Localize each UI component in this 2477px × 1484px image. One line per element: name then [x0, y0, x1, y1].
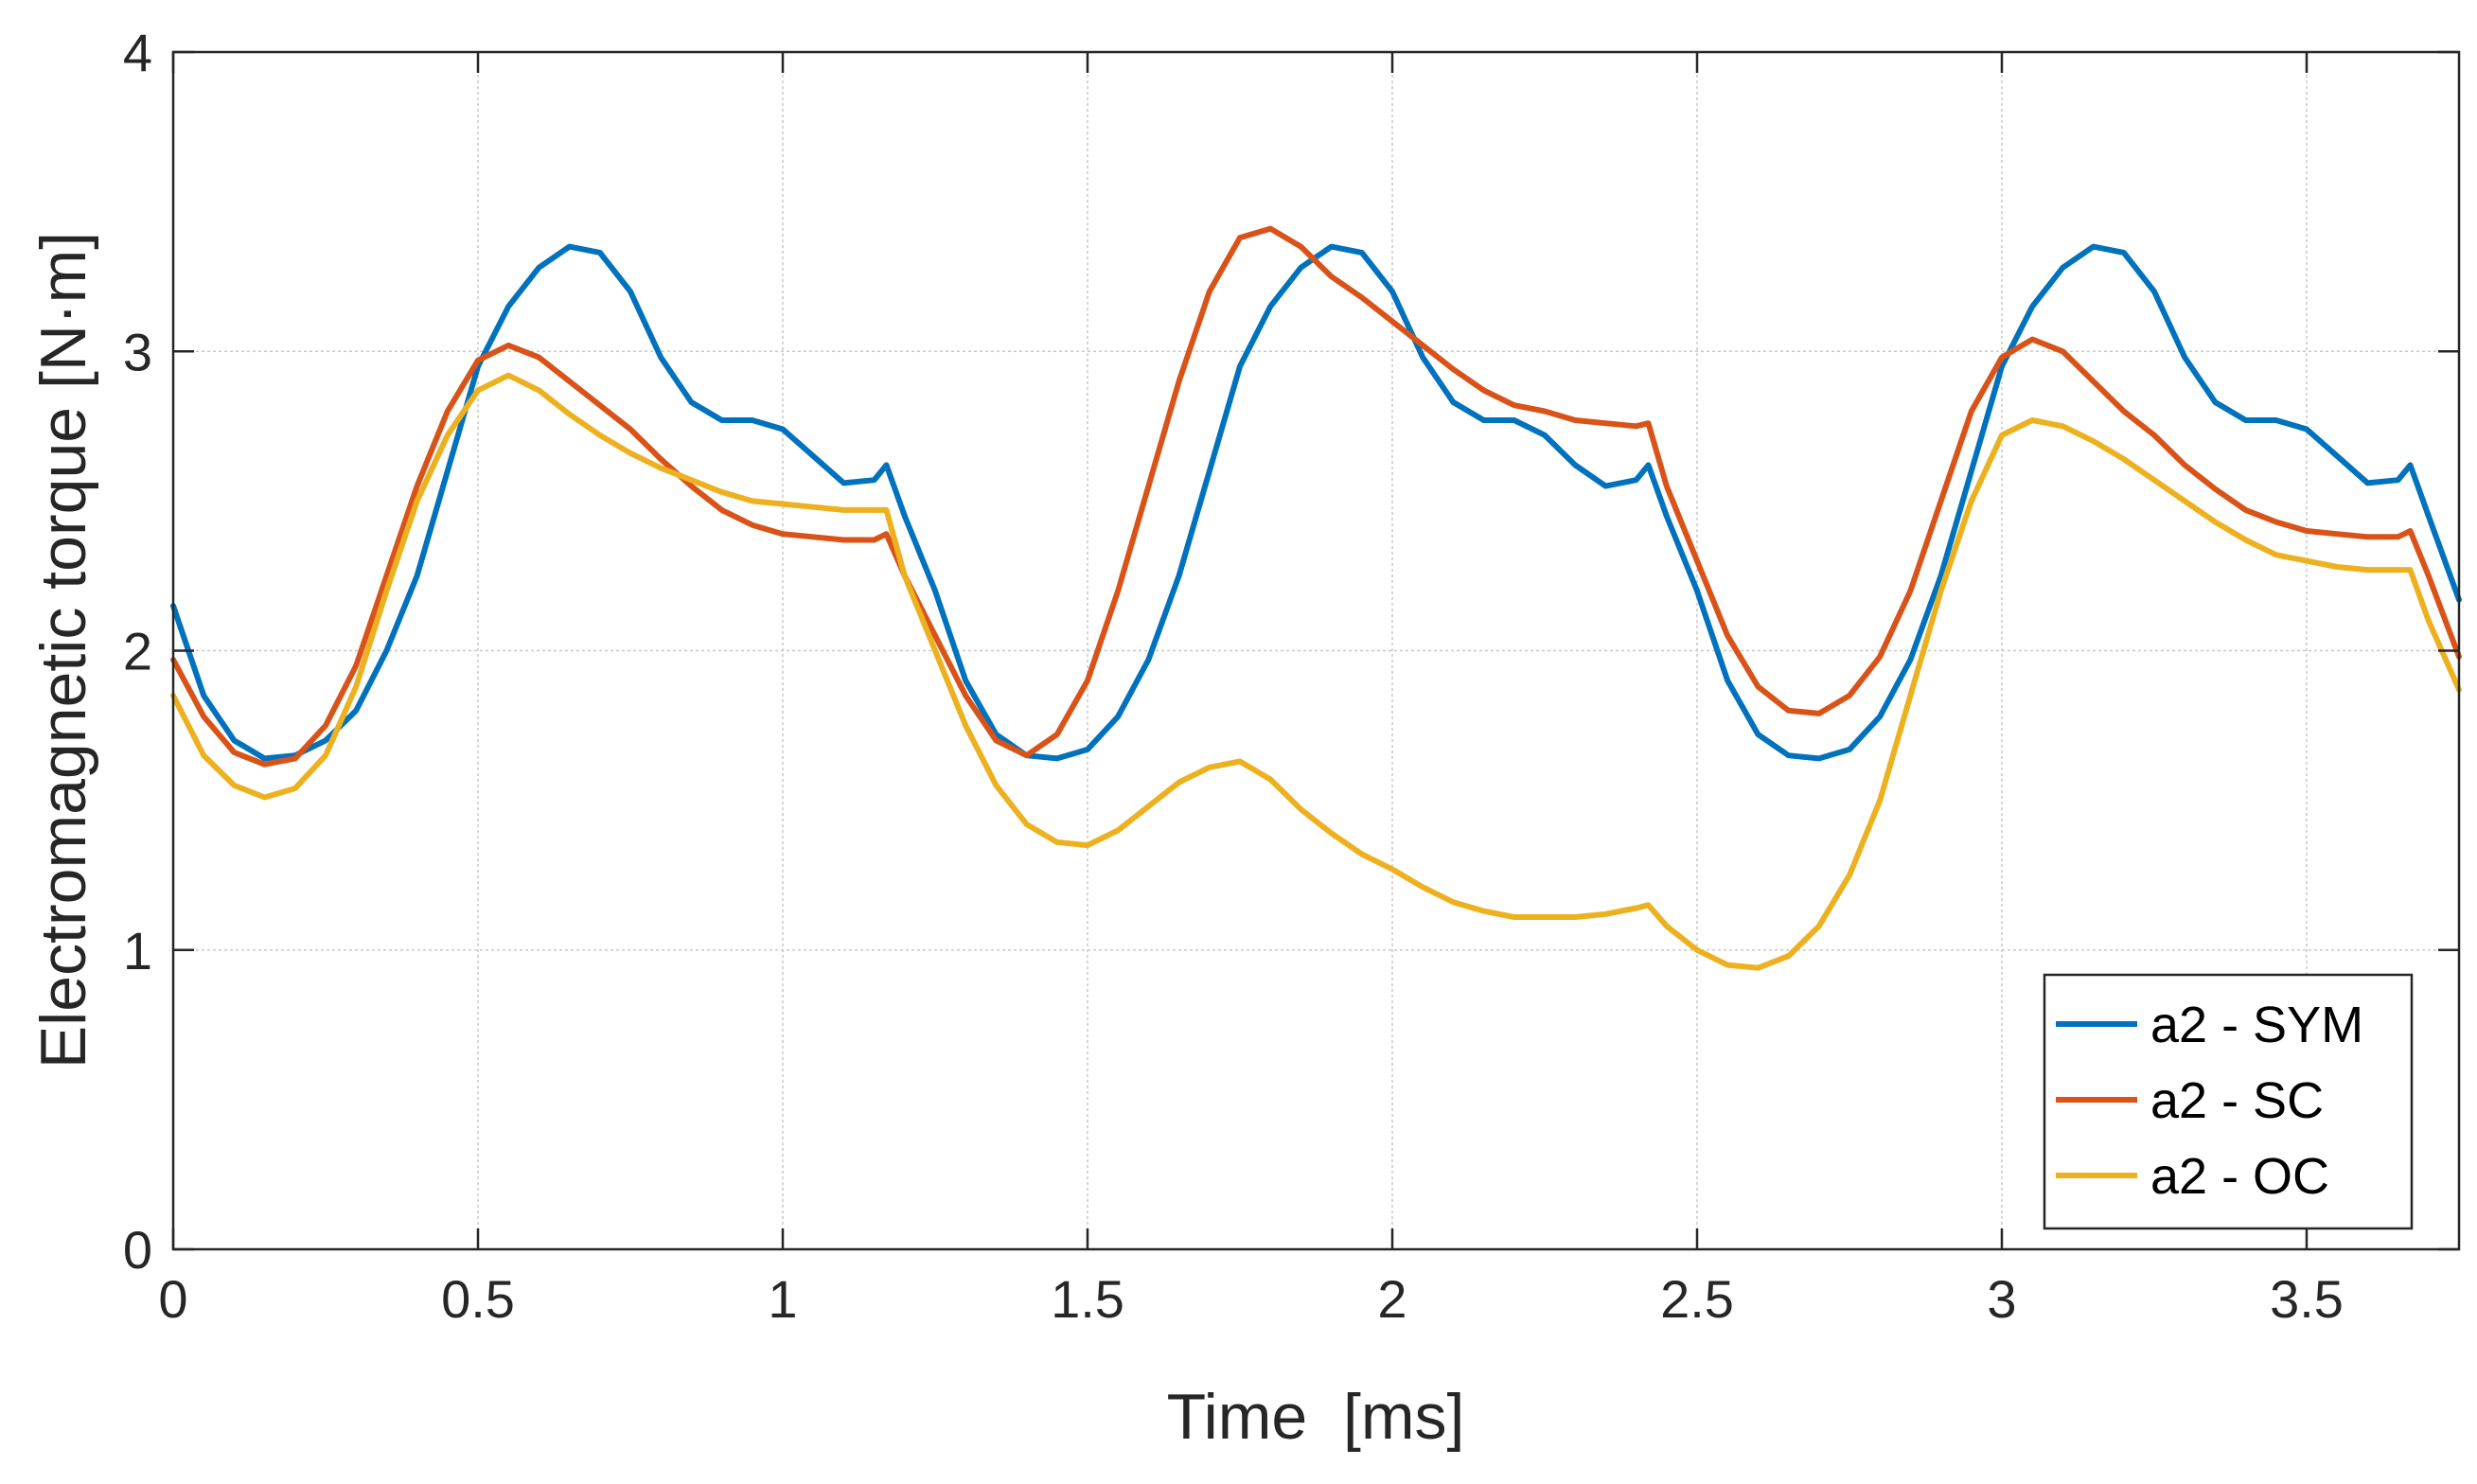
- x-axis-label: Time [ms]: [1167, 1381, 1465, 1453]
- x-tick-label: 2: [1377, 1269, 1407, 1329]
- legend-label: a2 - SC: [2150, 1072, 2324, 1129]
- y-tick-label: 4: [123, 23, 152, 82]
- legend-label: a2 - OC: [2150, 1148, 2329, 1205]
- y-tick-label: 3: [123, 322, 152, 381]
- x-tick-label: 2.5: [1660, 1269, 1734, 1329]
- y-tick-label: 1: [123, 921, 152, 980]
- series-lines: [170, 225, 2462, 971]
- y-tick-label: 2: [123, 622, 152, 681]
- x-tick-label: 0.5: [441, 1269, 515, 1329]
- x-tick-label: 1: [768, 1269, 797, 1329]
- x-tick-label: 1.5: [1051, 1269, 1124, 1329]
- x-axis-ticks: 0 0.5 1 1.5 2 2.5 3 3.5: [158, 52, 2344, 1329]
- x-tick-label: 3.5: [2270, 1269, 2344, 1329]
- series-line-1: [170, 243, 2462, 762]
- legend: a2 - SYM a2 - SC a2 - OC: [2043, 973, 2414, 1230]
- x-tick-label: 3: [1987, 1269, 2016, 1329]
- x-tick-label: 0: [158, 1269, 187, 1329]
- y-tick-label: 0: [123, 1220, 152, 1280]
- y-axis-ticks: 0 1 2 3 4: [123, 23, 2459, 1280]
- y-axis-label: Electromagnetic torque [N·m]: [27, 232, 99, 1069]
- series-line-2: [170, 225, 2462, 768]
- series-line-3: [170, 372, 2462, 971]
- legend-label: a2 - SYM: [2150, 997, 2363, 1053]
